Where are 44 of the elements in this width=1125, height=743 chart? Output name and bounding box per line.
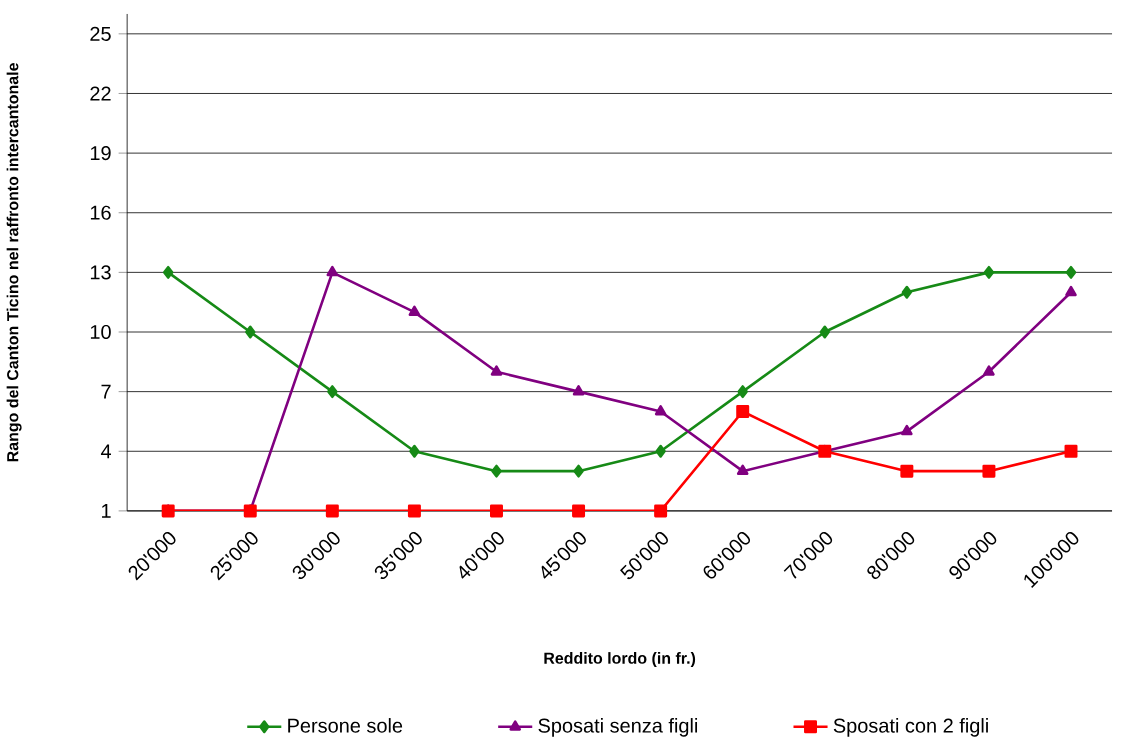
- point: [407, 504, 421, 518]
- point: [654, 404, 667, 416]
- point: [572, 504, 586, 518]
- y-tick-label: 13: [90, 265, 111, 280]
- point: [655, 444, 666, 458]
- y-tick-label: 7: [101, 384, 111, 399]
- point: [409, 444, 420, 458]
- legend-label: Sposati con 2 figli: [833, 717, 988, 737]
- point: [325, 504, 339, 518]
- point: [245, 325, 256, 339]
- legend-label: Sposati senza figli: [538, 717, 698, 737]
- x-axis-title: Reddito lordo (in fr.): [544, 651, 696, 667]
- legend-label: Persone sole: [288, 717, 403, 733]
- point: [163, 265, 174, 279]
- y-tick-label: 22: [90, 86, 111, 101]
- point: [736, 464, 749, 475]
- point: [654, 504, 668, 518]
- point: [327, 384, 338, 398]
- point: [489, 504, 503, 518]
- point: [982, 464, 996, 478]
- point: [901, 285, 913, 299]
- point: [983, 265, 995, 279]
- y-tick-label: 4: [100, 444, 111, 458]
- y-tick-label: 19: [90, 145, 111, 160]
- y-tick-label: 16: [90, 205, 111, 220]
- point: [490, 365, 503, 376]
- y-tick-label: 1: [102, 503, 111, 518]
- point: [572, 384, 585, 396]
- y-axis-title: Rango del Canton Ticino nel raffronto intercantonale: [6, 62, 22, 462]
- point: [901, 424, 913, 436]
- point: [408, 305, 421, 316]
- point: [1065, 285, 1077, 296]
- point: [1064, 444, 1078, 458]
- y-tick-label: 10: [90, 324, 111, 339]
- point: [983, 365, 995, 376]
- point: [326, 265, 339, 277]
- point: [573, 464, 584, 478]
- point: [737, 384, 748, 398]
- point: [819, 325, 830, 339]
- point: [491, 464, 502, 478]
- point: [736, 404, 750, 418]
- point: [1065, 265, 1077, 279]
- y-tick-label: 25: [90, 26, 111, 41]
- point: [900, 464, 914, 478]
